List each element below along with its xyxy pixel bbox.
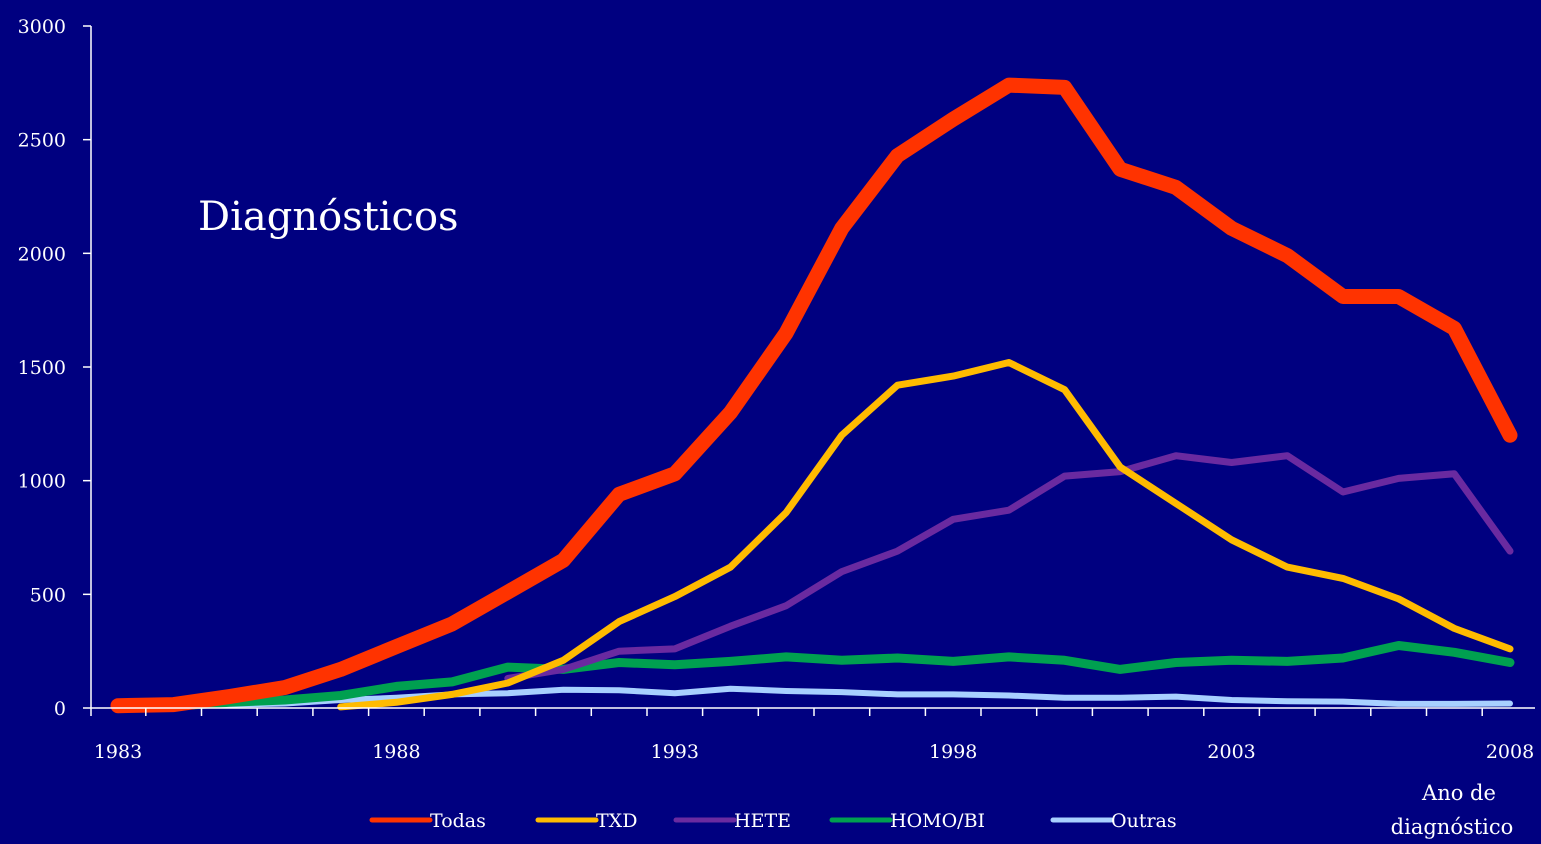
x-tick-label: 2003 bbox=[1207, 741, 1255, 763]
legend: Todas TXD HETE HOMO/BI Outras bbox=[369, 810, 1177, 832]
x-tick-label: 1998 bbox=[929, 741, 977, 763]
series-line-1 bbox=[337, 359, 1514, 711]
legend-label: HOMO/BI bbox=[890, 810, 985, 832]
axes-layer: 0 500 1000 1500 2000 2500 3000 1983 1988 1993 1998… bbox=[18, 16, 1535, 763]
legend-item-4: Outras bbox=[1050, 810, 1177, 832]
x-tick-label: 1983 bbox=[94, 741, 142, 763]
series-line-3 bbox=[113, 641, 1515, 712]
x-tick-label: 1993 bbox=[651, 741, 699, 763]
legend-label: Todas bbox=[430, 810, 486, 832]
legend-item-0: Todas bbox=[369, 810, 486, 832]
legend-label: HETE bbox=[734, 810, 791, 832]
y-tick-label: 2500 bbox=[18, 130, 66, 152]
legend-item-1: TXD bbox=[535, 810, 637, 832]
legend-label: TXD bbox=[596, 810, 637, 832]
legend-item-3: HOMO/BI bbox=[829, 810, 985, 832]
y-tick-label: 1500 bbox=[18, 357, 66, 379]
y-tick-label: 0 bbox=[54, 698, 66, 720]
legend-label: Outras bbox=[1111, 810, 1177, 832]
x-axis-label-line1: Ano de bbox=[1421, 781, 1496, 805]
series-layer bbox=[110, 77, 1518, 714]
series-line-2 bbox=[504, 452, 1514, 682]
x-axis-label-line2: diagnóstico bbox=[1391, 815, 1514, 839]
series-line-4 bbox=[170, 685, 1513, 710]
y-tick-label: 3000 bbox=[18, 16, 66, 38]
x-tick-label: 1988 bbox=[372, 741, 420, 763]
x-tick-label: 2008 bbox=[1486, 741, 1534, 763]
y-tick-label: 500 bbox=[30, 584, 66, 606]
y-tick-label: 2000 bbox=[18, 243, 66, 265]
legend-item-2: HETE bbox=[673, 810, 791, 832]
series-line-0 bbox=[110, 77, 1518, 714]
y-tick-label: 1000 bbox=[18, 471, 66, 493]
chart-annotation: Diagnósticos bbox=[198, 194, 459, 240]
